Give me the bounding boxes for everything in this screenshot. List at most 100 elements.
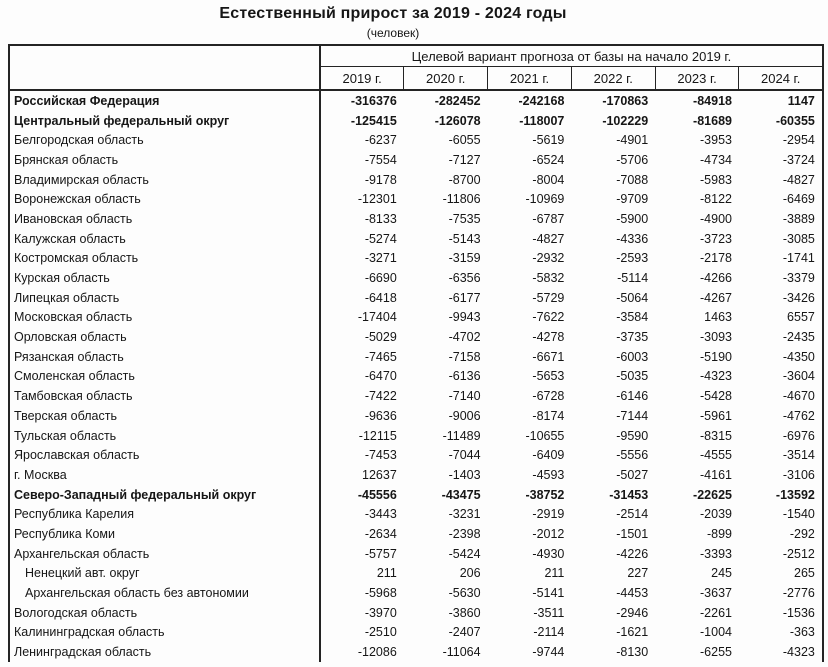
value-cell: -4323 (700, 369, 732, 384)
value-cell: -8004 (532, 172, 565, 187)
value-cell: 1463 (704, 310, 732, 325)
value-cell: -12301 (357, 192, 397, 207)
value-cell: -2593 (616, 251, 649, 266)
value-cell: -4762 (782, 408, 815, 423)
value-cell: -5832 (532, 271, 565, 286)
value-cell: -4593 (532, 467, 565, 482)
value-cell: -1501 (616, 526, 649, 541)
region-name: Калужская область (9, 228, 321, 249)
value-cell: -126078 (434, 113, 481, 128)
value-cell: -4267 (700, 290, 732, 305)
value-cell: -3393 (700, 546, 732, 561)
forecast-table: Целевой вариант прогноза от базы на нача… (8, 44, 824, 662)
table-body: Российская Федерация -316376 -282452 -24216… (9, 90, 823, 662)
value-cell: -2919 (532, 507, 565, 522)
value-cell: -316376 (350, 93, 397, 108)
region-name: Костромская область (9, 248, 321, 269)
value-cell: -38752 (525, 487, 565, 502)
value-cell: -11806 (442, 192, 481, 207)
table-row: Республика Коми -2634 -2398 -2012 -1501 -899 -… (9, 524, 823, 544)
value-cell: -4702 (448, 330, 481, 345)
value-cell: -4266 (700, 271, 732, 286)
value-cell: -6356 (448, 271, 481, 286)
value-cell: -6255 (700, 645, 732, 660)
table-row: Вологодская область -3970 -3860 -3511 -2946 -… (9, 602, 823, 623)
value-cell: -4734 (700, 152, 732, 167)
value-cell: -5143 (448, 231, 481, 246)
value-cell: -9006 (448, 408, 481, 423)
value-cell: -7453 (364, 448, 397, 463)
value-cell: -8315 (700, 428, 732, 443)
region-name: Владимирская область (9, 169, 321, 190)
value-cell: -2114 (533, 625, 565, 640)
value-cell: -6409 (532, 448, 565, 463)
value-cell: 265 (794, 566, 815, 581)
value-cell: -2178 (700, 251, 732, 266)
value-cell: -6469 (782, 192, 815, 207)
value-cell: -7088 (616, 172, 649, 187)
value-cell: -5141 (532, 586, 565, 601)
value-cell: 12637 (362, 467, 397, 482)
value-cell: -8122 (700, 192, 732, 207)
table-row: Брянская область -7554 -7127 -6524 -5706 -473… (9, 150, 823, 170)
value-cell: -363 (789, 625, 815, 640)
table-row: Смоленская область -6470 -6136 -5653 -5035 -4… (9, 366, 823, 387)
value-cell: -6177 (448, 290, 481, 305)
value-cell: -8130 (616, 645, 649, 660)
value-cell: -6690 (364, 271, 397, 286)
year-header-2019: 2019 г. (319, 66, 404, 91)
value-cell: -4278 (532, 330, 565, 345)
value-cell: -3443 (364, 507, 397, 522)
page-subtitle: (человек) (366, 26, 420, 40)
table-row: Архангельская область без автономии -5968… (9, 583, 823, 603)
value-cell: -7422 (364, 389, 397, 404)
value-cell: -4930 (532, 546, 565, 561)
value-cell: -2012 (532, 526, 565, 541)
value-cell: -4555 (700, 448, 732, 463)
value-cell: -60355 (775, 113, 815, 128)
forecast-variant-header: Целевой вариант прогноза от базы на нача… (320, 45, 823, 67)
region-name: Ивановская область (9, 209, 321, 229)
value-cell: -9636 (364, 408, 397, 423)
value-cell: -5424 (448, 546, 481, 561)
value-cell: -2634 (364, 526, 397, 541)
region-name: Московская область (9, 307, 321, 328)
value-cell: -5757 (364, 546, 397, 561)
table-row: Калининградская область -2510 -2407 -2114 -1… (9, 622, 823, 643)
table-row: Рязанская область -7465 -7158 -6671 -6003 -51… (9, 346, 823, 367)
year-header-2024: 2024 г. (738, 66, 823, 91)
value-cell: -7140 (448, 389, 481, 404)
region-name: Брянская область (9, 150, 321, 170)
value-cell: -3724 (782, 152, 815, 167)
value-cell: -1621 (616, 625, 649, 640)
value-cell: -5190 (700, 349, 732, 364)
page-title: Естественный прирост за 2019 - 2024 годы (219, 5, 567, 22)
value-cell: -7622 (532, 310, 565, 325)
value-cell: -7535 (448, 211, 481, 226)
table-row: Курская область -6690 -6356 -5832 -5114 -4266… (9, 268, 823, 288)
value-cell: -3379 (782, 271, 815, 286)
group-header-row: Целевой вариант прогноза от базы на нача… (9, 45, 823, 91)
value-cell: -7144 (616, 408, 649, 423)
region-name: Тульская область (9, 425, 321, 446)
table-row: Центральный федеральный округ -125415 -126… (9, 110, 823, 131)
value-cell: -2512 (782, 546, 815, 561)
value-cell: -5027 (616, 467, 649, 482)
value-cell: -3860 (448, 605, 481, 620)
value-cell: -13592 (775, 487, 815, 502)
region-name: Липецкая область (9, 287, 321, 308)
value-cell: -6470 (364, 369, 397, 384)
value-cell: -4323 (782, 645, 815, 660)
value-cell: -43475 (441, 487, 481, 502)
region-name: Белгородская область (9, 130, 321, 151)
value-cell: -7127 (448, 152, 481, 167)
value-cell: -6146 (616, 389, 649, 404)
table-row: Московская область -17404 -9943 -7622 -3584 1… (9, 307, 823, 328)
value-cell: -5983 (700, 172, 732, 187)
value-cell: -170863 (602, 93, 649, 108)
value-cell: -10655 (525, 428, 565, 443)
table-row: Белгородская область -6237 -6055 -5619 -4901… (9, 130, 823, 151)
region-name: Калининградская область (9, 622, 321, 643)
value-cell: -2510 (364, 625, 397, 640)
